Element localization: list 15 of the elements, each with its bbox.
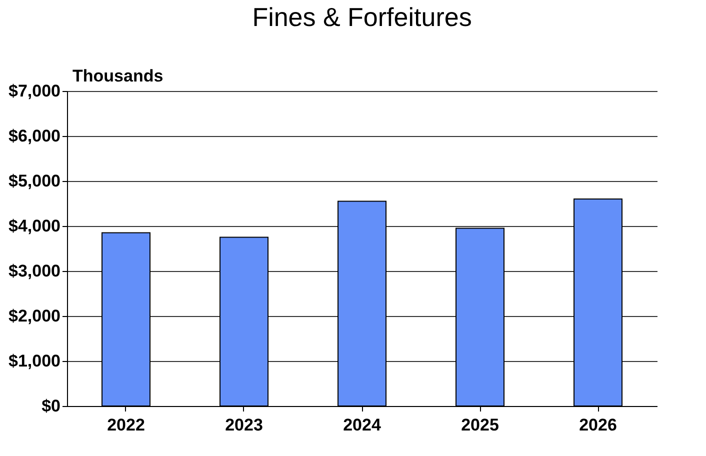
y-tick-label: $4,000	[8, 216, 60, 236]
x-tick-label: 2026	[579, 416, 617, 434]
y-tick-label: $0	[42, 396, 60, 416]
y-tick-label: $3,000	[8, 262, 60, 280]
x-tick-label: 2022	[107, 416, 145, 434]
x-tick-label: 2023	[225, 416, 263, 434]
y-tick-label: $2,000	[8, 306, 60, 326]
y-axis-title: Thousands	[72, 66, 164, 86]
x-tick-label: 2024	[343, 416, 382, 434]
y-tick-label: $6,000	[8, 126, 60, 146]
y-tick-label: $5,000	[8, 172, 60, 190]
x-tick-label: 2025	[461, 416, 499, 434]
chart-title: Fines & Forfeitures	[252, 2, 472, 32]
y-tick-label: $1,000	[8, 352, 60, 370]
y-tick-label: $7,000	[8, 82, 60, 100]
